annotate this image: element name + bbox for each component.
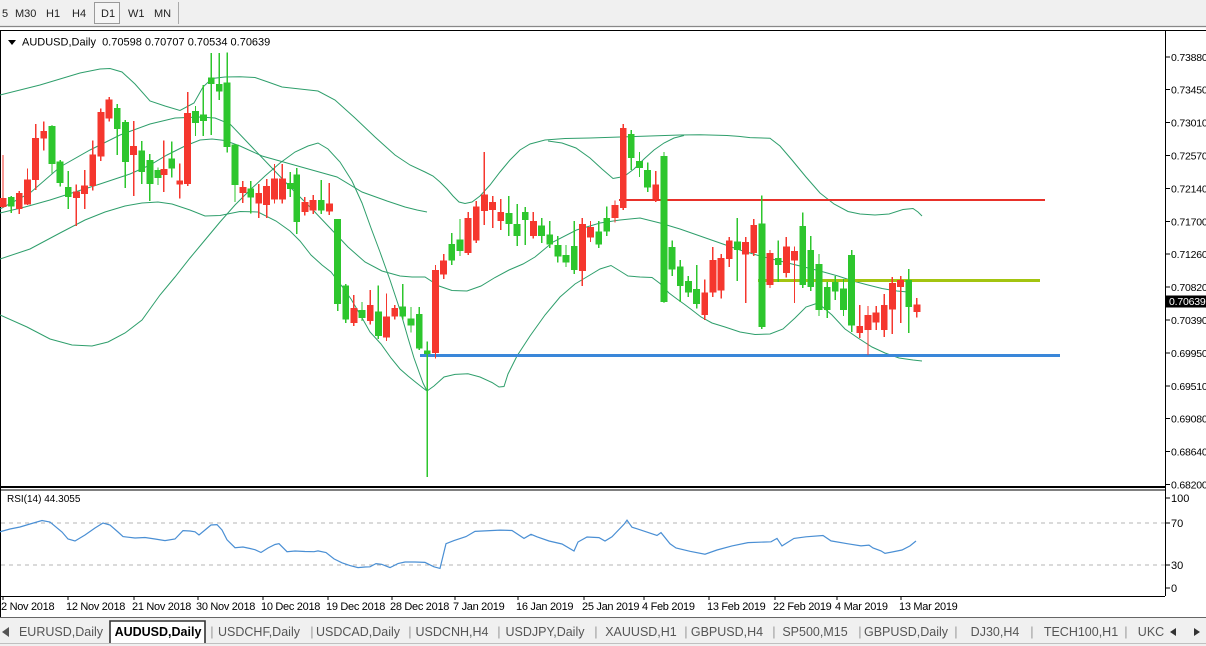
svg-text:GBPUSD,Daily: GBPUSD,Daily [864, 625, 949, 639]
svg-text:0.68640: 0.68640 [1171, 447, 1206, 459]
svg-text:0.73010: 0.73010 [1171, 118, 1206, 130]
svg-text:12 Nov 2018: 12 Nov 2018 [66, 601, 125, 613]
svg-text:0: 0 [1171, 583, 1177, 595]
svg-text:DJ30,H4: DJ30,H4 [971, 625, 1020, 639]
svg-text:USDJPY,Daily: USDJPY,Daily [506, 625, 586, 639]
svg-text:16 Jan 2019: 16 Jan 2019 [516, 601, 573, 613]
svg-text:0.71260: 0.71260 [1171, 249, 1206, 261]
svg-text:0.68200: 0.68200 [1171, 480, 1206, 492]
svg-text:MN: MN [154, 8, 171, 20]
svg-text:4 Mar 2019: 4 Mar 2019 [835, 601, 888, 613]
svg-text:19 Dec 2018: 19 Dec 2018 [326, 601, 385, 613]
svg-text:RSI(14) 44.3055: RSI(14) 44.3055 [7, 494, 81, 505]
svg-text:4 Feb 2019: 4 Feb 2019 [642, 601, 695, 613]
svg-text:UKC: UKC [1138, 625, 1164, 639]
svg-text:2 Nov 2018: 2 Nov 2018 [1, 601, 54, 613]
svg-text:21 Nov 2018: 21 Nov 2018 [132, 601, 191, 613]
svg-text:USDCAD,Daily: USDCAD,Daily [316, 625, 401, 639]
svg-text:W1: W1 [128, 8, 145, 20]
svg-text:D1: D1 [101, 8, 115, 20]
svg-text:0.69510: 0.69510 [1171, 381, 1206, 393]
svg-text:AUDUSD,Daily 0.70598 0.70707: AUDUSD,Daily 0.70598 0.70707 0.70534 0.7… [22, 37, 270, 49]
svg-text:|: | [594, 624, 597, 639]
svg-text:30 Nov 2018: 30 Nov 2018 [196, 601, 255, 613]
svg-text:0.72140: 0.72140 [1171, 183, 1206, 195]
svg-text:22 Feb 2019: 22 Feb 2019 [773, 601, 832, 613]
svg-text:25 Jan 2019: 25 Jan 2019 [582, 601, 639, 613]
svg-text:0.73450: 0.73450 [1171, 85, 1206, 97]
svg-text:0.70639: 0.70639 [1169, 296, 1206, 308]
svg-text:M30: M30 [15, 8, 36, 20]
svg-text:|: | [1030, 624, 1033, 639]
svg-text:|: | [1124, 624, 1127, 639]
svg-text:|: | [858, 624, 861, 639]
svg-text:28 Dec 2018: 28 Dec 2018 [390, 601, 449, 613]
svg-text:TECH100,H1: TECH100,H1 [1044, 625, 1118, 639]
svg-text:|: | [408, 624, 411, 639]
svg-text:|: | [684, 624, 687, 639]
svg-text:SP500,M15: SP500,M15 [782, 625, 847, 639]
svg-text:0.69080: 0.69080 [1171, 414, 1206, 426]
svg-text:13 Feb 2019: 13 Feb 2019 [707, 601, 766, 613]
svg-text:H4: H4 [72, 8, 86, 20]
svg-text:0.69950: 0.69950 [1171, 348, 1206, 360]
svg-text:0.70820: 0.70820 [1171, 282, 1206, 294]
svg-text:10 Dec 2018: 10 Dec 2018 [261, 601, 320, 613]
svg-text:|: | [772, 624, 775, 639]
svg-text:100: 100 [1171, 493, 1189, 505]
svg-text:USDCHF,Daily: USDCHF,Daily [218, 625, 301, 639]
svg-text:|: | [954, 624, 957, 639]
svg-text:AUDUSD,Daily: AUDUSD,Daily [115, 625, 202, 639]
svg-text:0.71700: 0.71700 [1171, 216, 1206, 228]
svg-text:5: 5 [2, 8, 8, 20]
svg-text:|: | [310, 624, 313, 639]
svg-text:30: 30 [1171, 560, 1183, 572]
svg-text:|: | [497, 624, 500, 639]
svg-text:|: | [210, 624, 213, 639]
svg-text:H1: H1 [46, 8, 60, 20]
svg-text:70: 70 [1171, 518, 1183, 530]
svg-text:0.73880: 0.73880 [1171, 52, 1206, 64]
svg-text:XAUUSD,H1: XAUUSD,H1 [605, 625, 677, 639]
svg-text:0.70390: 0.70390 [1171, 315, 1206, 327]
svg-text:GBPUSD,H4: GBPUSD,H4 [691, 625, 763, 639]
svg-text:13 Mar 2019: 13 Mar 2019 [899, 601, 958, 613]
svg-text:EURUSD,Daily: EURUSD,Daily [19, 625, 104, 639]
svg-text:0.72570: 0.72570 [1171, 151, 1206, 163]
svg-text:USDCNH,H4: USDCNH,H4 [416, 625, 489, 639]
svg-text:7 Jan 2019: 7 Jan 2019 [453, 601, 505, 613]
